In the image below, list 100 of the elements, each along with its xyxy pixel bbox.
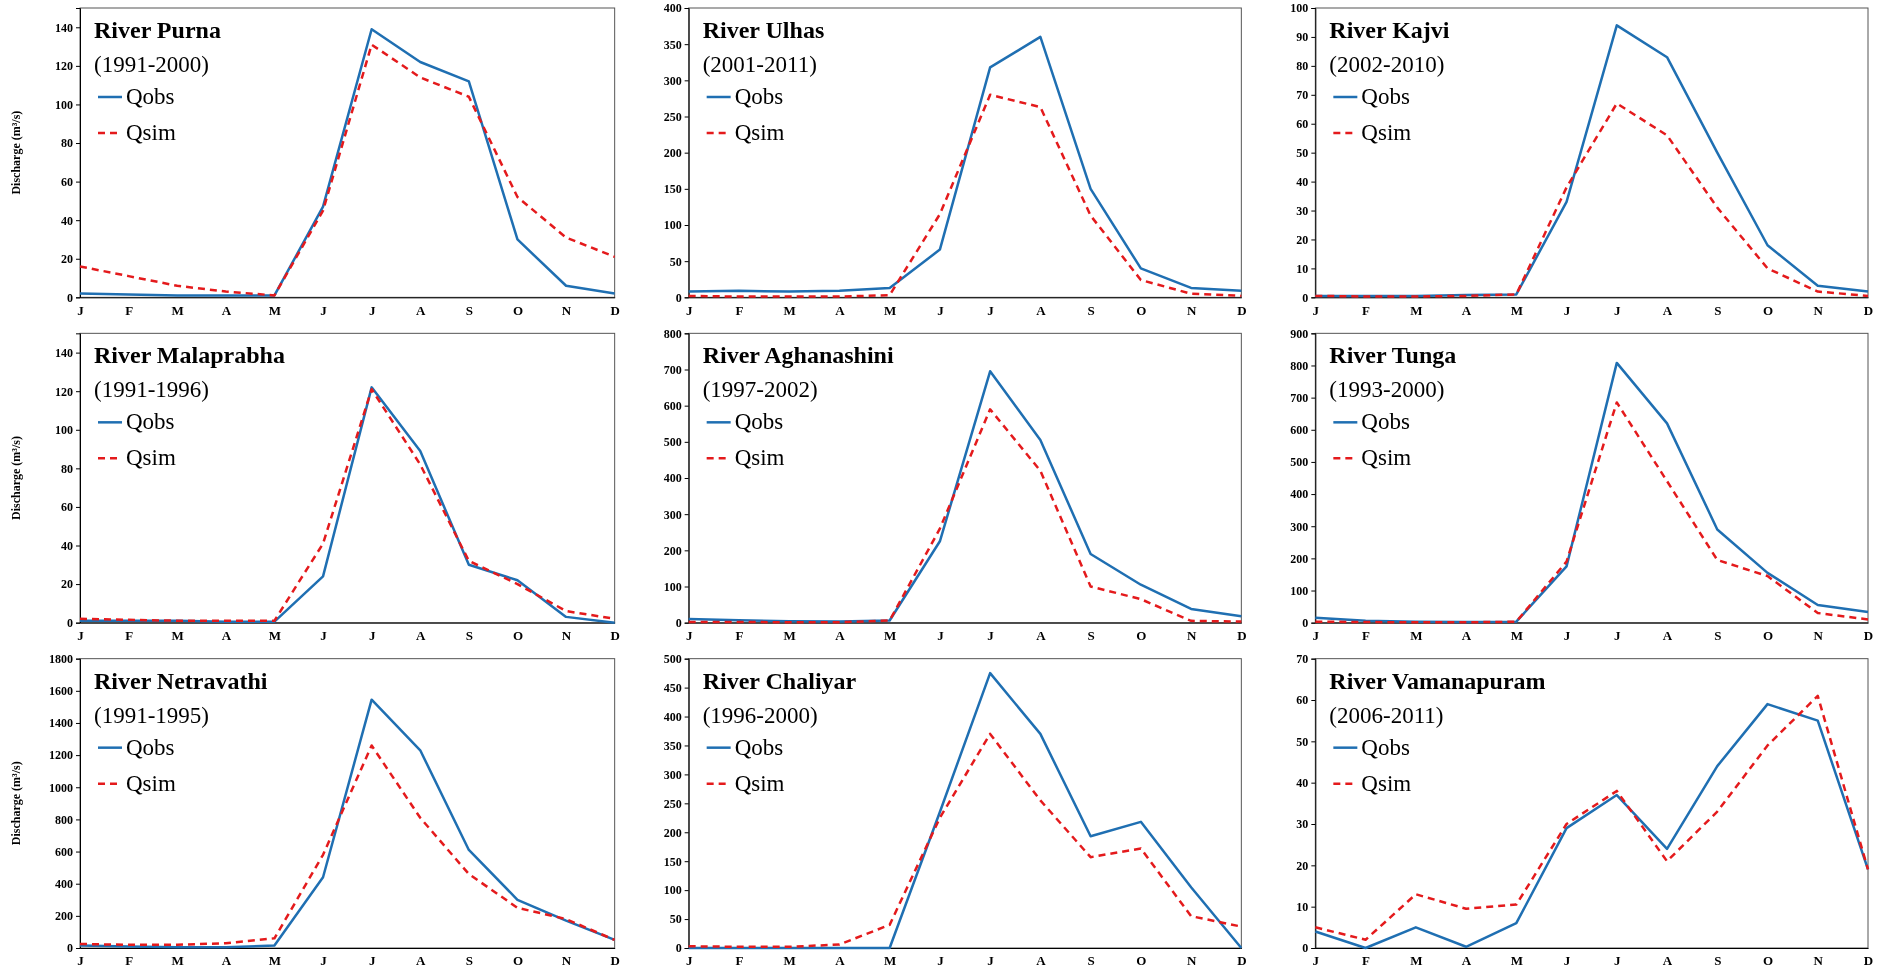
y-tick-label: 0 (675, 290, 682, 305)
y-tick-label: 100 (663, 579, 682, 594)
x-tick-label: F (735, 953, 744, 969)
x-tick-label: D (1863, 302, 1874, 318)
x-tick-label: A (221, 627, 232, 643)
x-tick-label: O (1136, 627, 1147, 643)
y-tick-label: 250 (663, 109, 682, 124)
y-tick-label: 50 (1296, 146, 1309, 161)
legend-label: Qsim (126, 770, 176, 796)
x-tick-label: M (268, 953, 282, 969)
x-tick-label: J (320, 302, 328, 318)
x-tick-label: F (735, 302, 744, 318)
x-tick-label: M (1410, 627, 1423, 643)
x-tick-label: D (1863, 627, 1874, 643)
legend-label: Qsim (126, 445, 176, 471)
y-tick-label: 1800 (49, 652, 73, 667)
x-tick-label: M (171, 953, 184, 969)
x-tick-label: A (1461, 953, 1472, 969)
chart-title: River Ulhas (702, 17, 825, 43)
x-tick-label: J (368, 953, 376, 969)
legend-label: Qsim (734, 445, 785, 471)
y-tick-label: 80 (61, 136, 73, 151)
y-axis-title: Discharge (m³/s) (9, 110, 23, 195)
x-tick-label: O (512, 627, 524, 643)
y-tick-label: 60 (1296, 693, 1309, 708)
y-tick-label: 400 (55, 877, 73, 892)
y-tick-label: 20 (1296, 858, 1309, 873)
y-tick-label: 0 (1302, 616, 1309, 631)
x-tick-label: S (465, 953, 473, 969)
x-tick-label: N (561, 953, 572, 969)
y-tick-label: 50 (669, 254, 682, 269)
x-tick-label: N (1813, 627, 1824, 643)
chart-title: River Netravathi (94, 667, 268, 694)
y-tick-label: 50 (669, 912, 682, 927)
x-tick-label: M (268, 627, 282, 643)
x-tick-label: J (685, 953, 693, 969)
legend-label: Qobs (734, 734, 784, 760)
y-tick-label: 800 (1290, 358, 1309, 373)
x-tick-label: A (1461, 302, 1472, 318)
x-tick-label: A (1662, 627, 1673, 643)
legend-label: Qobs (734, 409, 784, 435)
y-tick-label: 300 (663, 73, 682, 88)
y-tick-label: 1200 (49, 748, 73, 763)
x-tick-label: O (1136, 953, 1147, 969)
x-tick-label: S (465, 302, 473, 318)
x-tick-label: M (884, 302, 897, 318)
x-tick-label: A (416, 627, 427, 643)
y-tick-label: 400 (1290, 487, 1309, 502)
x-tick-label: F (1362, 627, 1371, 643)
y-tick-label: 150 (663, 854, 682, 869)
x-tick-label: A (1036, 953, 1047, 969)
legend-label: Qsim (1361, 445, 1412, 471)
text: (1991-1996) (94, 377, 209, 403)
y-tick-label: 80 (1296, 59, 1309, 74)
y-tick-label: 60 (61, 174, 73, 189)
text: (2006-2011) (1329, 702, 1444, 728)
y-tick-label: 400 (663, 709, 682, 724)
y-tick-label: 700 (1290, 390, 1309, 405)
legend-label: Qobs (734, 84, 784, 109)
x-tick-label: S (1714, 953, 1722, 969)
x-tick-label: M (783, 627, 796, 643)
y-tick-label: 0 (67, 616, 73, 631)
y-tick-label: 900 (1290, 326, 1309, 341)
legend-label: Qobs (126, 84, 175, 109)
x-tick-label: J (77, 953, 85, 969)
x-tick-label: J (937, 627, 945, 643)
x-tick-label: J (320, 627, 328, 643)
y-tick-label: 600 (663, 399, 682, 414)
x-tick-label: J (987, 302, 995, 318)
x-tick-label: A (1662, 302, 1673, 318)
legend-label: Qobs (126, 734, 175, 760)
x-tick-label: A (1662, 953, 1673, 969)
y-tick-label: 200 (663, 825, 682, 840)
y-tick-label: 40 (1296, 174, 1309, 189)
text: (1993-2000) (1329, 377, 1445, 403)
x-tick-label: M (1510, 953, 1523, 969)
x-tick-label: F (125, 953, 134, 969)
y-tick-label: 100 (55, 97, 73, 112)
y-tick-label: 400 (663, 1, 682, 16)
x-tick-label: J (1312, 302, 1320, 318)
y-tick-label: 1000 (49, 780, 73, 795)
x-tick-label: N (1813, 302, 1824, 318)
x-tick-label: O (1762, 302, 1774, 318)
x-tick-label: O (1762, 953, 1774, 969)
y-tick-label: 300 (663, 767, 682, 782)
x-tick-label: A (1461, 627, 1472, 643)
x-tick-label: D (610, 302, 620, 318)
x-tick-label: J (77, 627, 85, 643)
line-series (687, 408, 1243, 624)
y-tick-label: 200 (663, 543, 682, 558)
x-tick-label: J (937, 953, 945, 969)
y-axis-title: Discharge (m³/s) (9, 436, 23, 520)
y-tick-label: 70 (1296, 88, 1309, 103)
y-tick-label: 0 (67, 290, 73, 305)
x-tick-label: J (1312, 627, 1320, 643)
x-tick-label: D (1863, 953, 1874, 969)
legend-label: Qsim (734, 120, 785, 145)
y-tick-label: 30 (1296, 203, 1309, 218)
x-tick-label: D (1237, 302, 1247, 318)
x-tick-label: N (1186, 953, 1197, 969)
